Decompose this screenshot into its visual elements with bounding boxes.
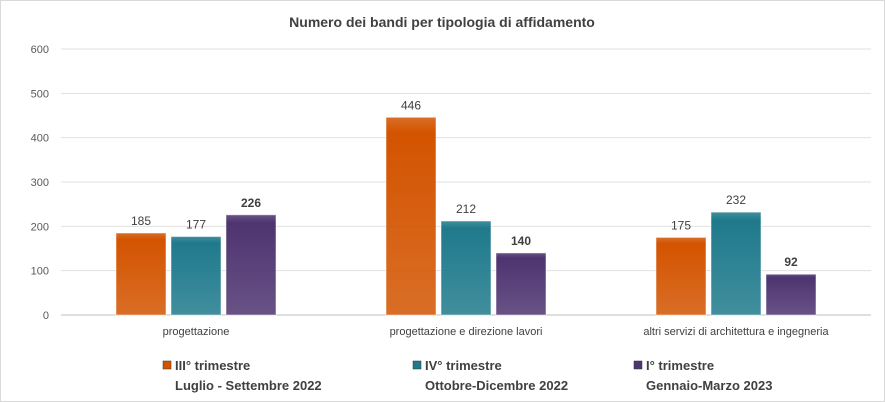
bar bbox=[225, 214, 277, 316]
data-label: 177 bbox=[186, 218, 206, 232]
y-tick-label: 600 bbox=[31, 44, 49, 56]
y-tick-label: 200 bbox=[31, 221, 49, 233]
data-label: 175 bbox=[671, 218, 691, 232]
bar bbox=[655, 236, 707, 316]
bar bbox=[115, 232, 167, 316]
bar bbox=[710, 211, 762, 316]
chart-title: Numero dei bandi per tipologia di affida… bbox=[289, 14, 595, 30]
data-label: 140 bbox=[511, 234, 531, 248]
y-tick-label: 500 bbox=[31, 88, 49, 100]
y-tick-label: 100 bbox=[31, 266, 49, 278]
data-label: 92 bbox=[784, 255, 798, 269]
data-label: 226 bbox=[241, 196, 261, 210]
y-tick-label: 400 bbox=[31, 133, 49, 145]
x-category-label: progettazione bbox=[163, 326, 230, 338]
legend-sublabel: Luglio - Settembre 2022 bbox=[175, 378, 322, 393]
data-label: 446 bbox=[401, 98, 421, 112]
x-category-label: progettazione e direzione lavori bbox=[390, 326, 543, 338]
legend-swatch bbox=[633, 360, 643, 370]
data-label: 185 bbox=[131, 214, 151, 228]
data-label: 212 bbox=[456, 202, 476, 216]
x-category-label: altri servizi di architettura e ingegner… bbox=[643, 326, 829, 338]
legend-label: III° trimestre bbox=[175, 358, 250, 373]
legend-label: I° trimestre bbox=[646, 358, 714, 373]
y-tick-label: 300 bbox=[31, 177, 49, 189]
bar bbox=[765, 273, 817, 316]
legend-sublabel: Gennaio-Marzo 2023 bbox=[646, 378, 772, 393]
bar bbox=[440, 220, 492, 316]
bar bbox=[385, 116, 437, 316]
legend-swatch bbox=[412, 360, 422, 370]
data-label: 232 bbox=[726, 193, 746, 207]
legend-label: IV° trimestre bbox=[425, 358, 502, 373]
legend-swatch bbox=[162, 360, 172, 370]
y-tick-label: 0 bbox=[43, 310, 49, 322]
bar bbox=[170, 236, 222, 316]
legend-sublabel: Ottobre-Dicembre 2022 bbox=[425, 378, 568, 393]
bar bbox=[495, 252, 547, 316]
